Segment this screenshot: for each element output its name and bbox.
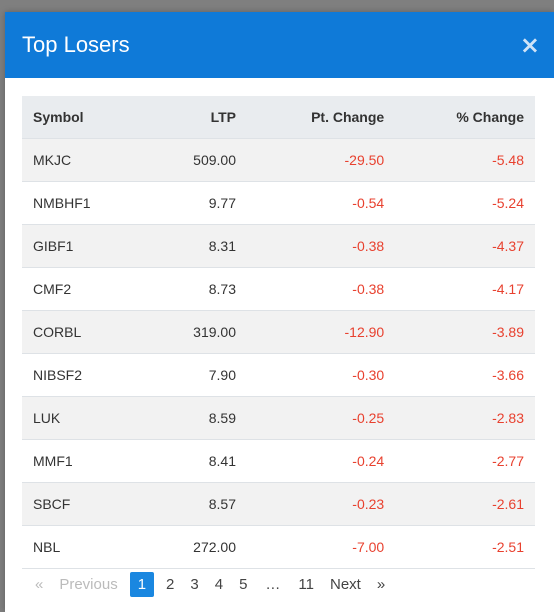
symbol-cell[interactable]: MKJC [22, 138, 146, 182]
last-page-chevron-icon[interactable]: » [376, 576, 386, 593]
page-3-button[interactable]: 3 [190, 576, 199, 593]
pct-change-cell: -2.61 [395, 482, 535, 526]
table-row[interactable]: NIBSF2 7.90 -0.30 -3.66 [22, 353, 535, 397]
pt-change-cell: -0.54 [246, 181, 396, 225]
table-row[interactable]: MKJC 509.00 -29.50 -5.48 [22, 138, 535, 182]
ltp-cell: 7.90 [145, 353, 247, 397]
pct-change-cell: -3.66 [395, 353, 535, 397]
ltp-cell: 8.31 [145, 224, 247, 268]
page-5-button[interactable]: 5 [239, 576, 248, 593]
pt-change-cell: -12.90 [246, 310, 396, 354]
modal-title: Top Losers [22, 32, 130, 57]
symbol-cell[interactable]: NIBSF2 [22, 353, 146, 397]
pt-change-cell: -0.23 [246, 482, 396, 526]
ltp-cell: 319.00 [145, 310, 247, 354]
column-header-pct-change[interactable]: % Change [395, 96, 535, 139]
table-row[interactable]: CMF2 8.73 -0.38 -4.17 [22, 267, 535, 311]
close-icon[interactable]: × [519, 31, 540, 59]
previous-page-button[interactable]: Previous [59, 576, 118, 593]
ltp-cell: 9.77 [145, 181, 247, 225]
pct-change-cell: -5.48 [395, 138, 535, 182]
table-row[interactable]: NMBHF1 9.77 -0.54 -5.24 [22, 181, 535, 225]
pt-change-cell: -29.50 [246, 138, 396, 182]
page-4-button[interactable]: 4 [214, 576, 224, 593]
pct-change-cell: -4.17 [395, 267, 535, 311]
column-header-ltp[interactable]: LTP [145, 96, 247, 139]
page-11-button[interactable]: 11 [298, 576, 314, 593]
pt-change-cell: -0.25 [246, 396, 396, 440]
table-row[interactable]: NBL 272.00 -7.00 -2.51 [22, 525, 535, 569]
symbol-cell[interactable]: LUK [22, 396, 146, 440]
symbol-cell[interactable]: GIBF1 [22, 224, 146, 268]
table-row[interactable]: GIBF1 8.31 -0.38 -4.37 [22, 224, 535, 268]
ltp-cell: 272.00 [145, 525, 247, 569]
symbol-cell[interactable]: CORBL [22, 310, 146, 354]
pt-change-cell: -0.38 [246, 224, 396, 268]
pt-change-cell: -7.00 [246, 525, 396, 569]
page-1-button[interactable]: 1 [129, 572, 155, 597]
pct-change-cell: -2.51 [395, 525, 535, 569]
next-page-button[interactable]: Next [330, 576, 361, 593]
ltp-cell: 509.00 [145, 138, 247, 182]
page-2-button[interactable]: 2 [166, 576, 175, 593]
losers-table: Symbol LTP Pt. Change % Change MKJC 509.… [22, 96, 535, 569]
pct-change-cell: -3.89 [395, 310, 535, 354]
symbol-cell[interactable]: SBCF [22, 482, 146, 526]
table-row[interactable]: MMF1 8.41 -0.24 -2.77 [22, 439, 535, 483]
pct-change-cell: -2.83 [395, 396, 535, 440]
pagination-ellipsis: … [265, 576, 281, 593]
modal-header: Top Losers × [5, 12, 554, 78]
ltp-cell: 8.73 [145, 267, 247, 311]
ltp-cell: 8.59 [145, 396, 247, 440]
ltp-cell: 8.41 [145, 439, 247, 483]
symbol-cell[interactable]: NMBHF1 [22, 181, 146, 225]
pagination: « Previous 1 2 3 4 5 … 11 Next » [27, 572, 393, 597]
symbol-cell[interactable]: NBL [22, 525, 146, 569]
pt-change-cell: -0.24 [246, 439, 396, 483]
pct-change-cell: -5.24 [395, 181, 535, 225]
symbol-cell[interactable]: MMF1 [22, 439, 146, 483]
table-row[interactable]: CORBL 319.00 -12.90 -3.89 [22, 310, 535, 354]
table-header-row: Symbol LTP Pt. Change % Change [22, 96, 535, 139]
table-row[interactable]: SBCF 8.57 -0.23 -2.61 [22, 482, 535, 526]
pt-change-cell: -0.38 [246, 267, 396, 311]
table-container: Symbol LTP Pt. Change % Change MKJC 509.… [5, 78, 554, 569]
pct-change-cell: -2.77 [395, 439, 535, 483]
top-losers-modal: Top Losers × Symbol LTP Pt. Change % Cha… [5, 12, 554, 612]
column-header-symbol[interactable]: Symbol [22, 96, 146, 139]
first-page-chevron-icon[interactable]: « [35, 576, 44, 593]
ltp-cell: 8.57 [145, 482, 247, 526]
table-row[interactable]: LUK 8.59 -0.25 -2.83 [22, 396, 535, 440]
column-header-pt-change[interactable]: Pt. Change [246, 96, 396, 139]
pct-change-cell: -4.37 [395, 224, 535, 268]
pt-change-cell: -0.30 [246, 353, 396, 397]
symbol-cell[interactable]: CMF2 [22, 267, 146, 311]
